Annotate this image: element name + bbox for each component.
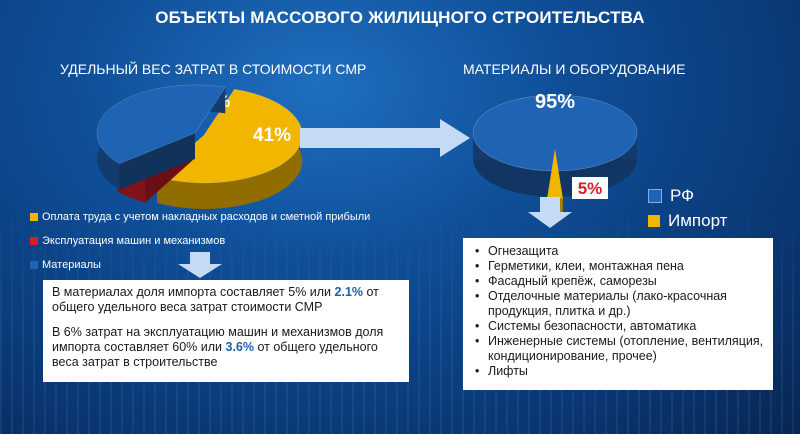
left-chart-title: УДЕЛЬНЫЙ ВЕС ЗАТРАТ В СТОИМОСТИ СМР	[60, 61, 367, 77]
legend-item-materials: Материалы	[30, 253, 370, 277]
note-text: от общего удельного веса затрат в строит…	[52, 340, 378, 369]
list-item: Фасадный крепёж, саморезы	[475, 274, 764, 289]
pie-slice	[96, 84, 226, 164]
legend-item-machines: Эксплуатация машин и механизмов	[30, 229, 370, 253]
list-item: Отделочные материалы (лако-красочная про…	[475, 289, 764, 319]
pie-slice	[547, 149, 563, 199]
legend-swatch-blue	[648, 188, 662, 203]
list-item: Герметики, клеи, монтажная пена	[475, 259, 764, 274]
list-item: Инженерные системы (отопление, вентиляци…	[475, 334, 764, 364]
legend-swatch-yellow	[30, 213, 38, 221]
arrow-right	[300, 119, 470, 157]
legend-item-labor: Оплата труда с учетом накладных расходов…	[30, 205, 370, 229]
legend-swatch-red	[30, 237, 38, 245]
note-paragraph-materials: В материалах доля импорта составляет 5% …	[52, 285, 400, 315]
legend-swatch-blue	[30, 261, 38, 269]
right-pie-chart: 95% 5%	[472, 91, 638, 215]
arrow-down	[528, 197, 572, 228]
right-legend: РФ Импорт	[648, 183, 727, 233]
left-legend: Оплата труда с учетом накладных расходов…	[30, 205, 370, 277]
pie-slice-wall	[119, 133, 195, 190]
note-text: В 6% затрат на эксплуатацию машин и меха…	[52, 325, 384, 354]
pie-slice-label: 95%	[535, 91, 575, 113]
legend-label: Эксплуатация машин и механизмов	[42, 235, 226, 247]
list-item: Системы безопасности, автоматика	[475, 319, 764, 334]
left-pie-chart: 53%6%41%	[96, 84, 303, 209]
note-highlight: 2.1%	[334, 285, 364, 299]
arrow-down	[178, 252, 222, 278]
import-label-box	[572, 177, 608, 199]
list-item: Лифты	[475, 364, 764, 379]
legend-label: РФ	[670, 185, 695, 205]
note-text: от общего удельного веса затрат стоимост…	[52, 285, 379, 314]
page-title: ОБЪЕКТЫ МАССОВОГО ЖИЛИЩНОГО СТРОИТЕЛЬСТВ…	[155, 8, 645, 27]
list-item: Огнезащита	[475, 244, 764, 259]
legend-label: Материалы	[42, 259, 101, 271]
legend-swatch-yellow	[648, 214, 660, 227]
imported-materials-list: ОгнезащитаГерметики, клеи, монтажная пен…	[463, 238, 773, 390]
note-text: В материалах доля импорта составляет 5% …	[52, 285, 335, 299]
note-paragraph-machines: В 6% затрат на эксплуатацию машин и меха…	[52, 325, 400, 370]
legend-item-rf: РФ	[648, 183, 727, 208]
pie-slice-label: 41%	[253, 125, 291, 146]
imported-items: ОгнезащитаГерметики, клеи, монтажная пен…	[474, 244, 764, 379]
legend-label: Импорт	[668, 210, 728, 230]
pie-slice-label: 5%	[578, 179, 603, 198]
note-highlight: 3.6%	[225, 340, 255, 354]
flow-arrows	[178, 119, 572, 278]
legend-label: Оплата труда с учетом накладных расходов…	[42, 211, 371, 223]
import-share-note: В материалах доля импорта составляет 5% …	[43, 280, 409, 382]
right-chart-title: МАТЕРИАЛЫ И ОБОРУДОВАНИЕ	[463, 61, 686, 77]
legend-item-import: Импорт	[648, 208, 727, 233]
